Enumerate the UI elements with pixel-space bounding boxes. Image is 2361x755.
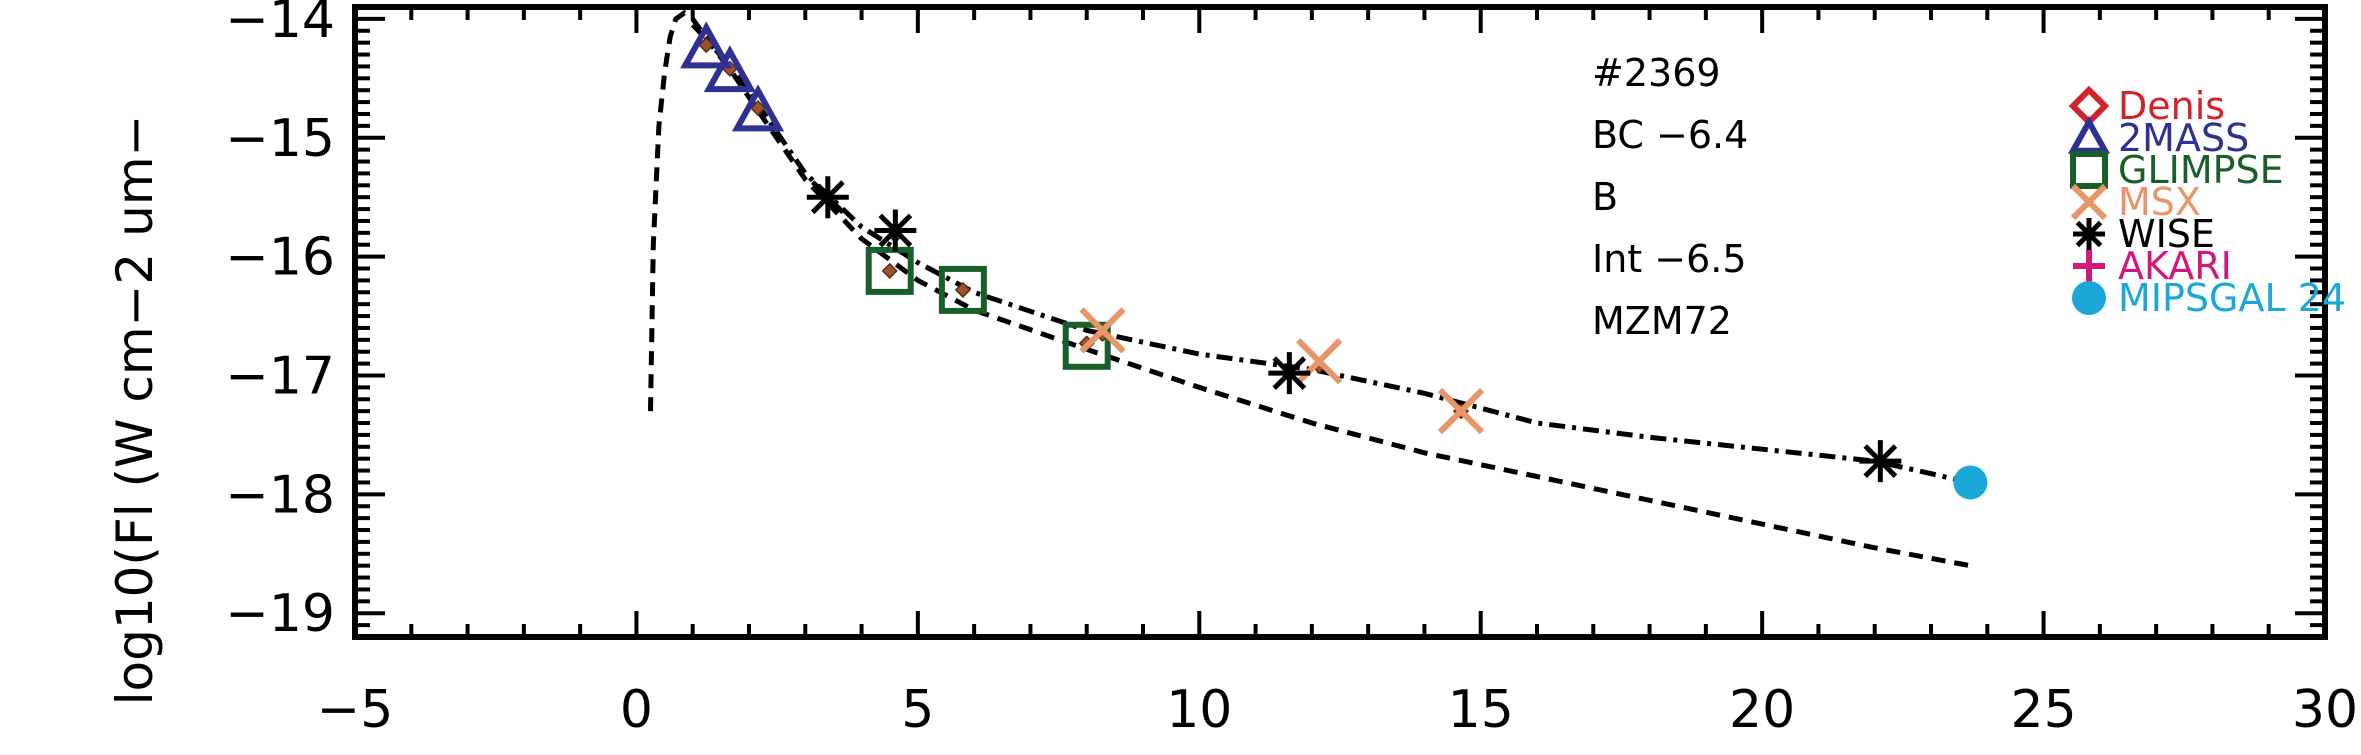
legend-label-akari: AKARI — [2118, 244, 2232, 288]
axes: −5 0 5 10 15 20 25 30 −19 −18 −17 −16 −15 −14 — [225, 0, 2358, 740]
y-tick-label: −18 — [225, 465, 335, 525]
fit-point — [749, 99, 767, 117]
wise-point — [806, 176, 849, 219]
mipsgal-24-point — [1953, 465, 1988, 500]
glimpse-point — [938, 265, 987, 314]
legend-marker-glimpse — [2070, 151, 2108, 189]
model-curves — [648, 9, 1971, 569]
fit-points — [698, 36, 1979, 493]
wise-point — [874, 209, 917, 252]
legend-label-msx: MSX — [2118, 180, 2201, 224]
msx-point — [1079, 307, 1126, 354]
y-tick-label: −14 — [225, 0, 335, 50]
x-tick-label: 15 — [1448, 680, 1514, 740]
legend-label-wise: WISE — [2118, 212, 2215, 256]
annotation-line: MZM72 — [1592, 299, 1732, 343]
annotation-line: #2369 — [1592, 51, 1721, 95]
legend-marker-mipsgal-24 — [2072, 281, 2106, 315]
glimpse-point — [865, 246, 914, 295]
fit-point — [698, 36, 715, 54]
legend-label-2mass: 2MASS — [2118, 116, 2249, 160]
wise-point — [1859, 440, 1902, 483]
x-tick-label: 5 — [901, 680, 934, 740]
x-tick-label: −5 — [317, 680, 394, 740]
legend-label-mipsgal-24: MIPSGAL 24 — [2118, 276, 2346, 320]
y-tick-label: −19 — [225, 584, 335, 644]
annotation-line: B — [1592, 175, 1618, 219]
annotation-line: BC −6.4 — [1592, 113, 1748, 157]
y-tick-label: −16 — [225, 228, 335, 288]
fit-point — [954, 281, 971, 298]
msx-point — [1437, 388, 1485, 435]
y-tick-label: −17 — [225, 346, 335, 406]
x-tick-label: 20 — [1729, 680, 1795, 740]
annotation-line: Int −6.5 — [1592, 237, 1747, 281]
wise-point — [1268, 352, 1311, 395]
x-tick-label: 0 — [620, 680, 653, 740]
x-tick-label: 25 — [2010, 680, 2076, 740]
annotation-block: #2369 BC −6.4 B Int −6.5 MZM72 — [1592, 51, 1748, 343]
legend-marker-wise — [2073, 218, 2105, 250]
legend-label-denis: Denis — [2118, 84, 2225, 128]
2mass-point — [703, 45, 756, 93]
model-curve-dashed — [648, 9, 1971, 569]
x-tick-label: 10 — [1166, 680, 1232, 740]
y-tick-label: −15 — [225, 109, 335, 169]
plot-frame — [352, 4, 2328, 640]
legend-marker-msx — [2070, 183, 2108, 221]
legend-marker-2mass — [2067, 115, 2111, 154]
model-curve-dashdot — [690, 23, 1971, 485]
legend-label-glimpse: GLIMPSE — [2118, 148, 2284, 192]
2mass-point — [680, 21, 733, 69]
fit-point — [881, 262, 898, 279]
legend-marker-akari — [2073, 250, 2105, 282]
glimpse-point — [1062, 321, 1111, 370]
x-tick-label: 30 — [2292, 680, 2358, 740]
data-series — [680, 21, 1988, 500]
2mass-point — [731, 84, 785, 132]
y-axis-label: log10(Fl (W cm−2 um− — [106, 115, 164, 706]
